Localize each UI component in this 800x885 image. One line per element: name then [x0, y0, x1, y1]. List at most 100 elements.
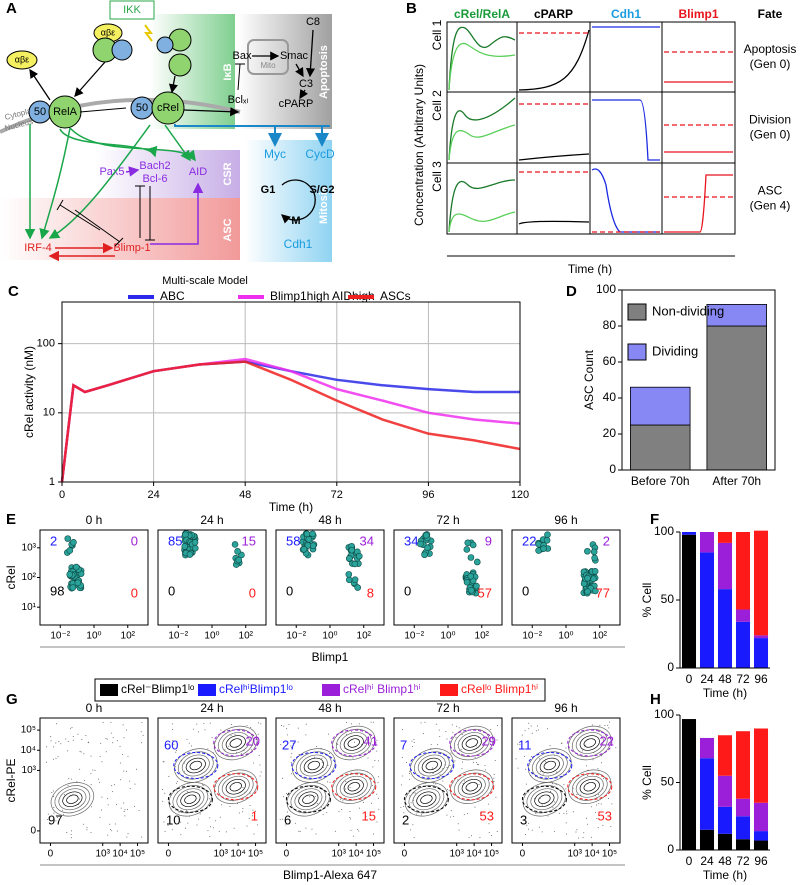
event-dot: [72, 793, 74, 795]
x-tick-label: 0: [520, 849, 526, 860]
contour: [50, 782, 95, 817]
event-dot: [455, 736, 457, 738]
population-count: 0: [131, 585, 138, 600]
cell-point: [72, 563, 80, 571]
y-tick-label: 100: [654, 707, 674, 721]
y-tick-label: 10: [43, 407, 55, 419]
event-dot: [488, 803, 490, 805]
contour: [347, 738, 360, 748]
node-label: Smac: [280, 50, 309, 62]
event-dot: [254, 810, 256, 812]
event-dot: [479, 836, 481, 838]
axis-label: Blimp1-Alexa 647: [283, 868, 377, 882]
event-dot: [188, 742, 190, 744]
event-dot: [53, 746, 55, 748]
event-dot: [452, 731, 454, 733]
event-dot: [490, 728, 492, 730]
event-dot: [525, 834, 527, 836]
region-label: Mitosis: [318, 186, 330, 224]
contour: [526, 785, 563, 814]
axis-label: Time (h): [568, 262, 612, 276]
legend-label: cRelˡᵒ Blimp1ʰⁱ: [461, 682, 538, 696]
event-dot: [400, 806, 402, 808]
legend-label: ABC: [160, 289, 185, 303]
event-dot: [553, 831, 555, 833]
event-dot: [371, 802, 373, 804]
axis-line: [679, 715, 770, 851]
bar-segment: [706, 325, 767, 471]
cell-point: [463, 578, 471, 586]
event-dot: [329, 753, 331, 755]
event-dot: [372, 785, 374, 787]
panel-label: E: [6, 511, 16, 528]
event-dot: [447, 800, 449, 802]
bar-segment: [717, 589, 733, 668]
node-label: C8: [306, 16, 320, 28]
bar-segment: [699, 829, 715, 850]
event-dot: [123, 737, 125, 739]
event-dot: [450, 752, 452, 754]
event-dot: [129, 788, 131, 790]
event-dot: [346, 721, 348, 723]
event-dot: [134, 783, 136, 785]
event-dot: [527, 791, 529, 793]
event-dot: [212, 752, 214, 754]
event-dot: [326, 781, 328, 783]
event-dot: [431, 767, 433, 769]
contour: [543, 760, 556, 771]
event-dot: [112, 737, 114, 739]
x-tick-label: Before 70h: [631, 474, 690, 488]
event-dot: [242, 811, 244, 813]
event-dot: [536, 725, 538, 727]
event-dot: [424, 721, 426, 723]
event-dot: [580, 794, 582, 796]
node-label: Bclₓₗ: [228, 94, 249, 106]
event-dot: [282, 777, 284, 779]
event-dot: [458, 829, 460, 831]
event-dot: [162, 789, 164, 791]
contour: [522, 782, 567, 817]
event-dot: [290, 762, 292, 764]
event-dot: [71, 778, 73, 780]
trace: [448, 179, 516, 233]
event-dot: [599, 730, 601, 732]
event-dot: [175, 809, 177, 811]
event-dot: [558, 812, 560, 814]
y-tick-label: 10²: [22, 572, 37, 583]
event-dot: [423, 774, 425, 776]
event-dot: [352, 757, 354, 759]
x-tick-label: 72: [331, 489, 343, 501]
event-dot: [535, 813, 537, 815]
legend-label: Blimp1high AIDhigh: [270, 289, 375, 303]
x-tick-label: 10⁻²: [522, 631, 542, 642]
event-dot: [163, 821, 165, 823]
cell-point: [422, 531, 430, 539]
event-dot: [55, 742, 57, 744]
event-dot: [186, 809, 188, 811]
event-dot: [517, 767, 519, 769]
event-dot: [350, 818, 352, 820]
nfkb-dimer: [156, 36, 174, 54]
event-dot: [129, 780, 131, 782]
event-dot: [570, 735, 572, 737]
contour: [62, 791, 83, 808]
legend-swatch: [440, 684, 458, 696]
region-label: IκB: [222, 63, 234, 80]
contour: [465, 782, 478, 792]
event-dot: [586, 817, 588, 819]
x-tick-label: 24: [700, 854, 714, 868]
event-dot: [376, 739, 378, 741]
contour: [303, 757, 324, 774]
event-dot: [196, 824, 198, 826]
column-header: cPARP: [534, 7, 573, 21]
event-dot: [453, 815, 455, 817]
event-dot: [119, 762, 121, 764]
event-dot: [92, 769, 94, 771]
population-count: 85: [168, 533, 182, 548]
legend-swatch: [627, 303, 647, 321]
event-dot: [299, 831, 301, 833]
event-dot: [411, 740, 413, 742]
event-dot: [459, 750, 461, 752]
event-dot: [535, 775, 537, 777]
contour: [413, 751, 450, 780]
